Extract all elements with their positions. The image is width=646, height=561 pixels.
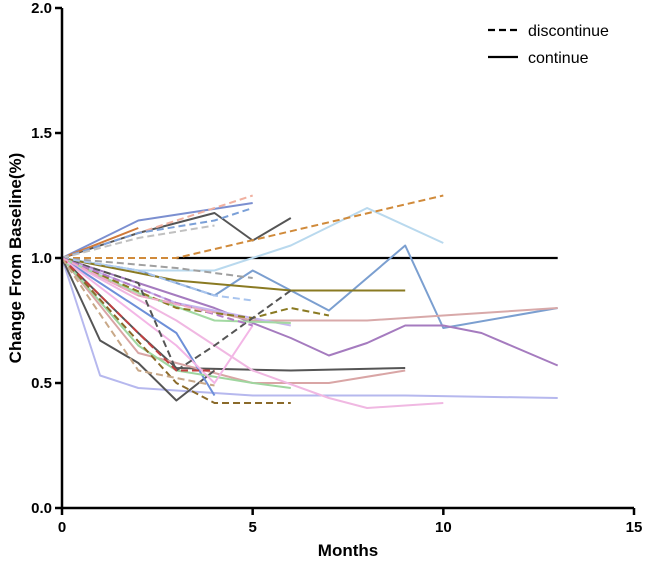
series-line-discontinue-lightblue xyxy=(61,257,253,302)
legend: discontinue continue xyxy=(488,23,609,67)
series-line-continue-lightgreen xyxy=(61,257,291,324)
y-tick-label: 1.0 xyxy=(31,250,52,267)
series-line-discontinue-blue xyxy=(61,207,254,259)
y-tick-label: 1.5 xyxy=(31,125,52,142)
series-line-discontinue-purple xyxy=(61,257,253,327)
x-axis-title: Months xyxy=(318,541,378,560)
legend-label: continue xyxy=(528,50,589,67)
series-line-discontinue-tan xyxy=(61,257,215,387)
legend-label: discontinue xyxy=(528,23,609,40)
series-line-continue-pink-long xyxy=(61,257,444,409)
series-line-discontinue-red xyxy=(61,257,215,372)
y-tick-label: 2.0 xyxy=(31,0,52,17)
series-line-continue-lightblue xyxy=(61,207,444,272)
x-tick-label: 15 xyxy=(626,519,643,536)
y-tick-label: 0.5 xyxy=(31,375,52,392)
y-axis-title: Change From Baseline(%) xyxy=(6,153,25,364)
series-line-continue-periwinkle xyxy=(61,257,558,399)
series-line-continue-purple xyxy=(61,257,559,367)
series-line-discontinue-pink xyxy=(61,257,215,314)
series-line-discontinue-gray xyxy=(61,257,253,279)
series-line-continue-darkgray-up xyxy=(61,212,292,259)
x-tick-label: 0 xyxy=(58,519,66,536)
series-line-continue-pink-short xyxy=(61,257,254,384)
ticks: 0 5 10 15 0.0 0.5 1.0 1.5 2.0 xyxy=(31,0,642,536)
series-line-discontinue-orange xyxy=(62,194,444,259)
series-line-discontinue-brown xyxy=(61,257,291,404)
series-line-discontinue-lightgray xyxy=(61,224,215,259)
x-tick-label: 10 xyxy=(435,519,452,536)
y-tick-label: 0.0 xyxy=(31,500,52,517)
series-line-continue-rose xyxy=(61,257,558,322)
plot-lines xyxy=(61,194,559,409)
series-line-continue-gray-drop xyxy=(61,257,216,402)
x-tick-label: 5 xyxy=(248,519,256,536)
